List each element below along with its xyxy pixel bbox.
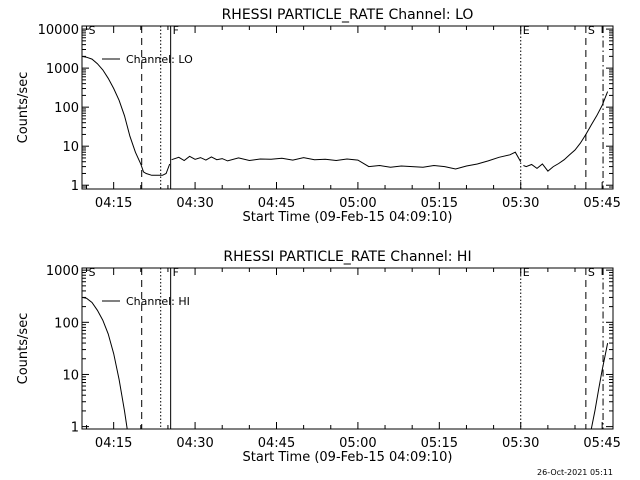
series-line	[523, 91, 609, 172]
y-tick-label: 1000	[46, 62, 79, 77]
x-tick-label: 05:15	[421, 436, 458, 451]
x-tick-label: 04:30	[176, 196, 213, 211]
y-tick-label: 10	[62, 140, 79, 155]
y-tick-label: 10	[62, 368, 79, 383]
x-tick-label: 04:15	[95, 196, 132, 211]
y-axis-label: Counts/sec	[16, 313, 31, 385]
plot-frame	[81, 267, 614, 430]
y-tick-label: 100	[54, 101, 79, 116]
series-line	[82, 55, 171, 176]
x-tick-label: 04:45	[258, 436, 295, 451]
x-tick-label: 05:00	[339, 196, 376, 211]
y-tick-label: 1	[71, 421, 79, 436]
series-line	[82, 296, 128, 429]
x-tick-label: 05:45	[583, 436, 620, 451]
x-tick-label: 04:45	[258, 196, 295, 211]
x-tick-label: 05:00	[339, 436, 376, 451]
x-axis-label: Start Time (09-Feb-15 04:09:10)	[243, 210, 453, 225]
y-tick-label: 100	[54, 316, 79, 331]
y-tick-label: 10000	[38, 23, 79, 38]
x-tick-label: 05:45	[583, 196, 620, 211]
series-line	[590, 343, 609, 429]
timestamp-stamp: 26-Oct-2021 05:11	[537, 468, 613, 477]
event-marker-label: F	[173, 266, 179, 279]
x-tick-label: 05:30	[502, 436, 539, 451]
series-line	[171, 151, 522, 170]
x-tick-label: 05:15	[421, 196, 458, 211]
y-axis-label: Counts/sec	[16, 72, 31, 144]
plot-frame	[81, 25, 614, 190]
series-group	[82, 55, 609, 176]
event-marker-label: E	[523, 266, 530, 279]
x-tick-label: 04:30	[176, 436, 213, 451]
y-tick-label: 1	[71, 179, 79, 194]
chart-panel-hi: RHESSI PARTICLE_RATE Channel: HI 1 10 100 10…	[16, 249, 621, 465]
event-marker-label: S	[89, 266, 96, 279]
y-tick-label: 1000	[46, 264, 79, 279]
legend-label: Channel: HI	[126, 295, 190, 308]
chart-panel-lo: RHESSI PARTICLE_RATE Channel: LO 1 10 100 10…	[16, 7, 621, 225]
chart-title: RHESSI PARTICLE_RATE Channel: HI	[223, 249, 471, 265]
event-marker-label: S	[588, 266, 595, 279]
event-marker-label: F	[173, 24, 179, 37]
series-group	[82, 296, 609, 429]
event-marker-label: S	[588, 24, 595, 37]
x-tick-label: 05:30	[502, 196, 539, 211]
x-tick-label: 04:15	[95, 436, 132, 451]
x-axis-label: Start Time (09-Feb-15 04:09:10)	[243, 450, 453, 465]
event-marker-label: S	[89, 24, 96, 37]
event-marker-label: E	[523, 24, 530, 37]
chart-title: RHESSI PARTICLE_RATE Channel: LO	[222, 7, 474, 23]
legend-label: Channel: LO	[126, 53, 193, 66]
